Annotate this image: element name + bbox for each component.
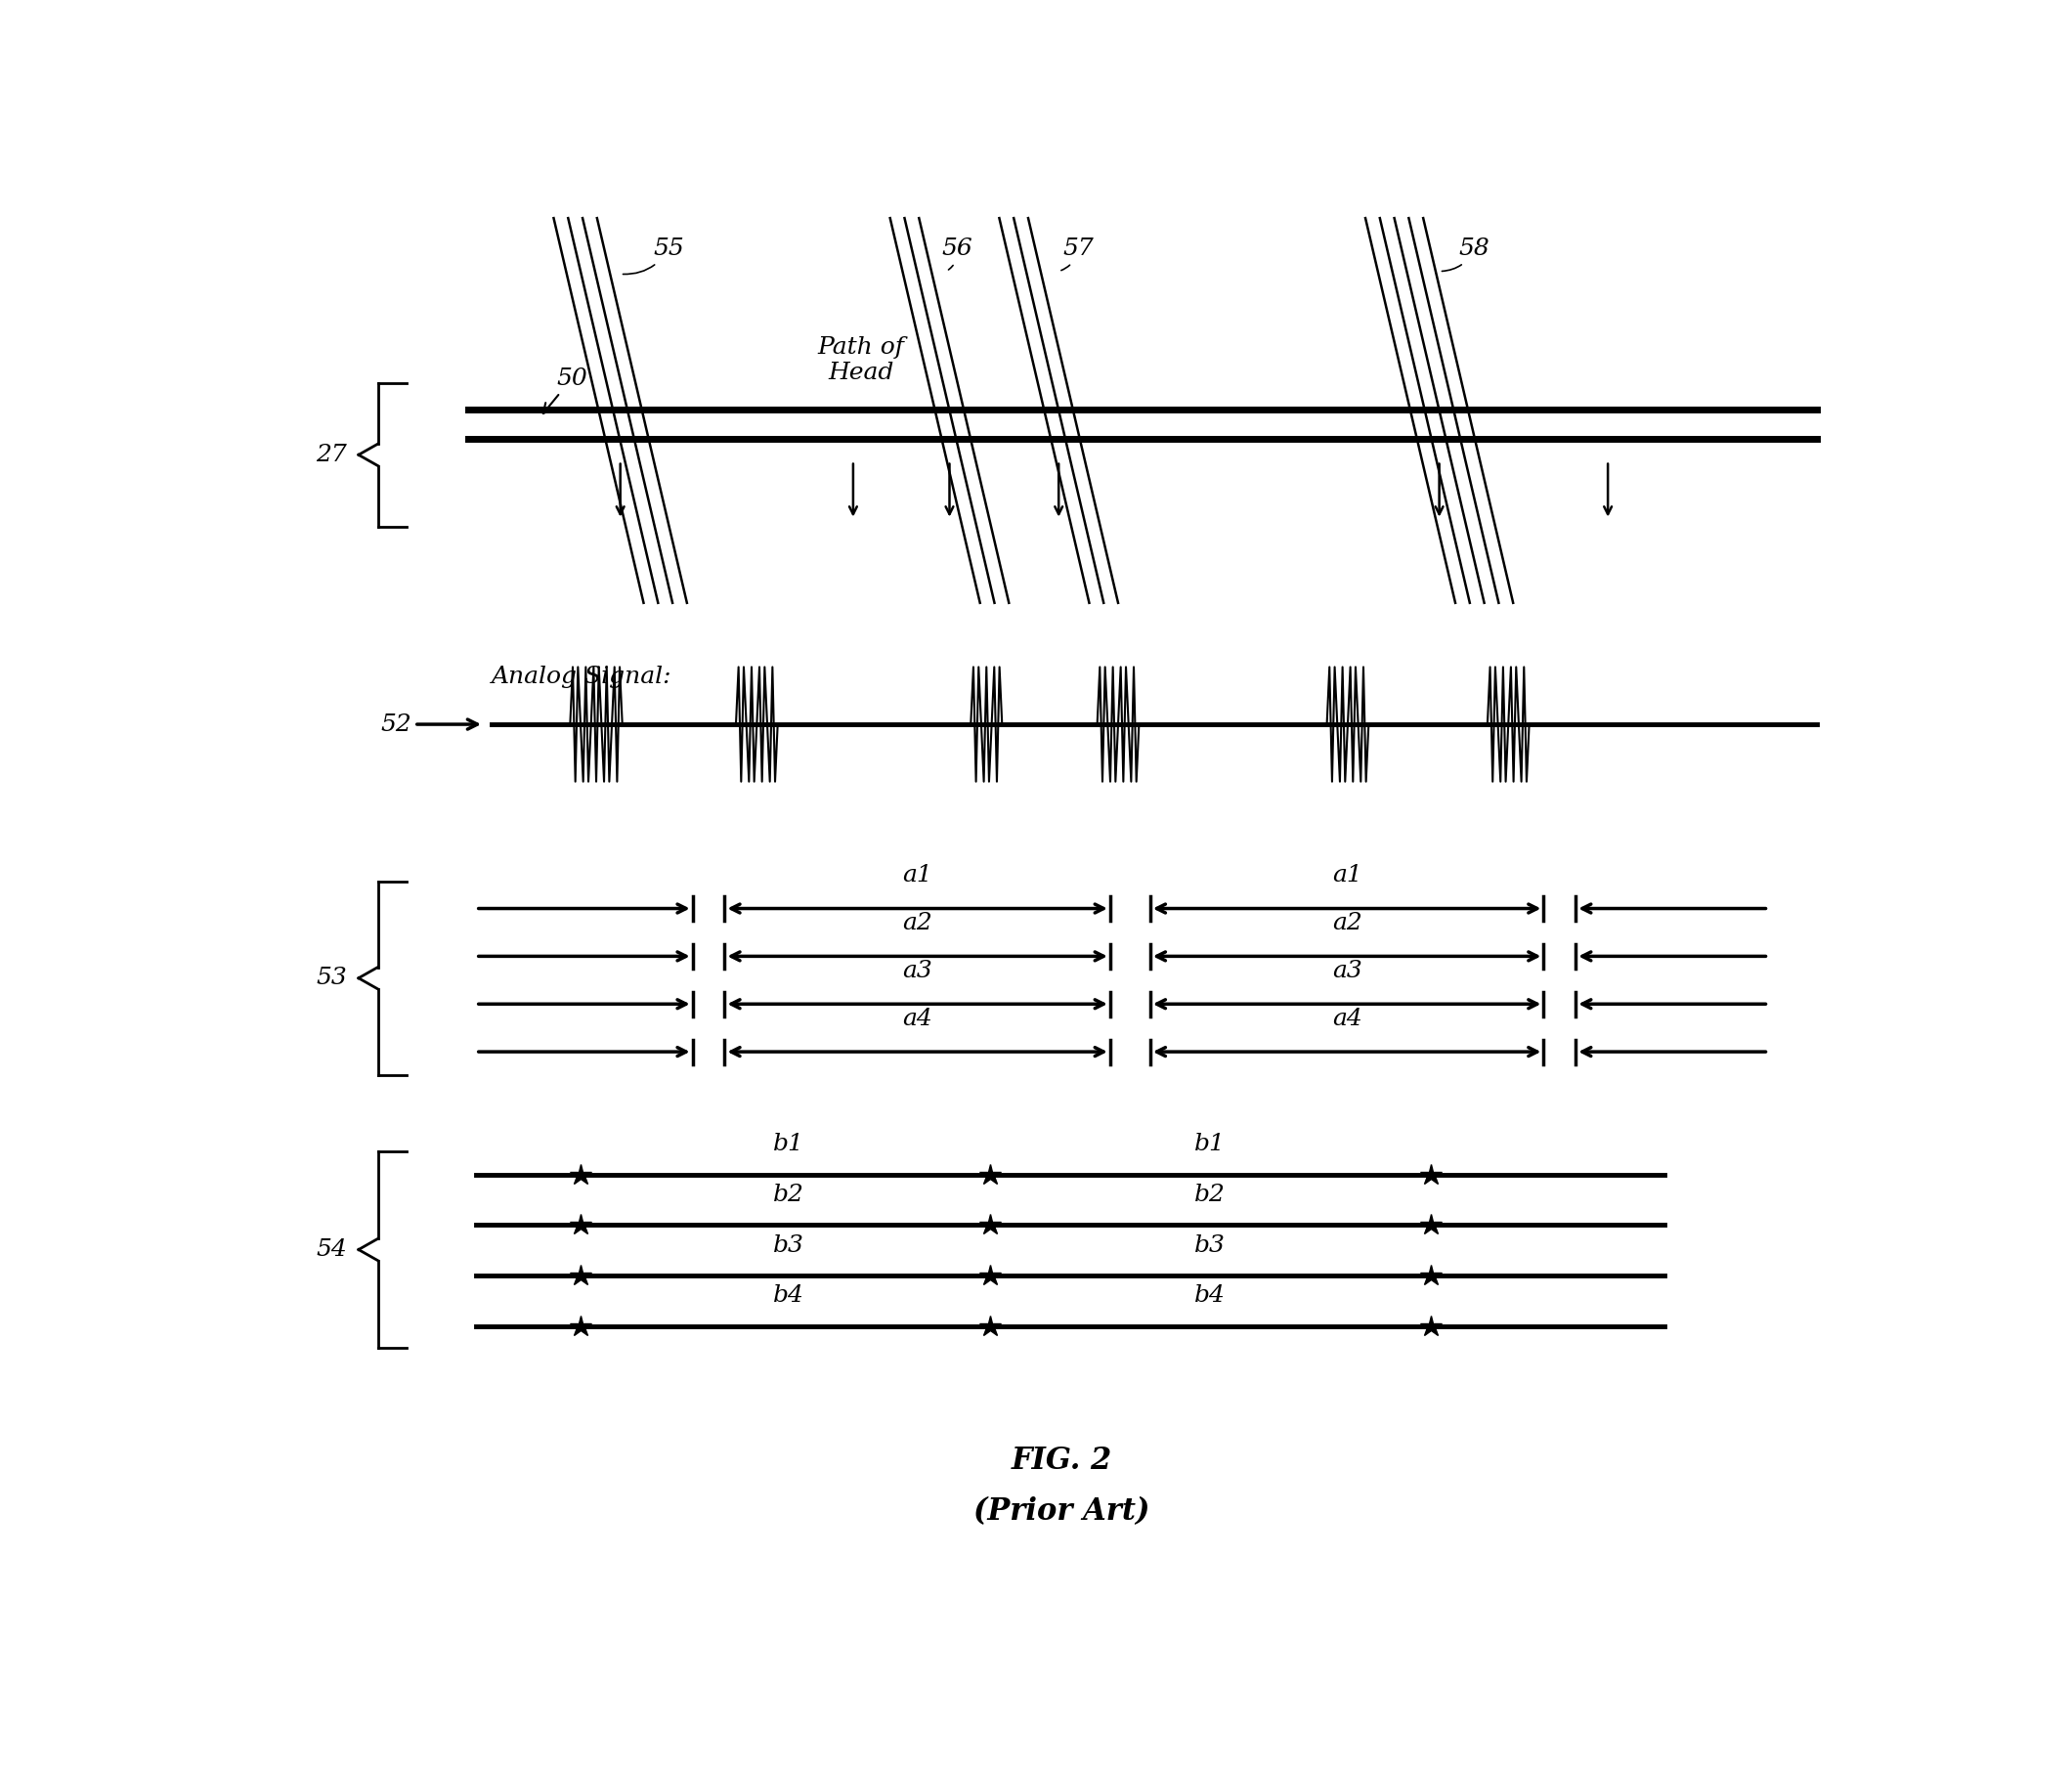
Text: b2: b2	[773, 1184, 804, 1207]
Text: a1: a1	[901, 865, 932, 886]
Text: (Prior Art): (Prior Art)	[974, 1496, 1150, 1527]
Text: a4: a4	[901, 1008, 932, 1030]
Text: 27: 27	[315, 443, 346, 466]
Text: 55: 55	[624, 237, 684, 275]
Text: a3: a3	[901, 960, 932, 982]
Text: a2: a2	[1332, 913, 1361, 934]
Text: b3: b3	[773, 1233, 804, 1256]
Text: Path of
Head: Path of Head	[818, 335, 905, 385]
Text: a4: a4	[1332, 1008, 1361, 1030]
Text: b2: b2	[1193, 1184, 1225, 1207]
Text: b3: b3	[1193, 1233, 1225, 1256]
Text: a2: a2	[901, 913, 932, 934]
Text: 57: 57	[1061, 237, 1094, 271]
Text: FIG. 2: FIG. 2	[1011, 1446, 1113, 1476]
Text: a3: a3	[1332, 960, 1361, 982]
Text: a1: a1	[1332, 865, 1361, 886]
Text: 50: 50	[543, 367, 586, 413]
Text: 58: 58	[1442, 237, 1490, 271]
Text: b4: b4	[773, 1285, 804, 1308]
Text: 56: 56	[943, 237, 974, 269]
Text: b1: b1	[1193, 1132, 1225, 1155]
Text: 54: 54	[315, 1239, 346, 1262]
Text: 52: 52	[381, 712, 477, 735]
Text: Analog Signal:: Analog Signal:	[491, 664, 671, 688]
Text: 53: 53	[315, 968, 346, 989]
Text: b1: b1	[773, 1132, 804, 1155]
Text: b4: b4	[1193, 1285, 1225, 1308]
